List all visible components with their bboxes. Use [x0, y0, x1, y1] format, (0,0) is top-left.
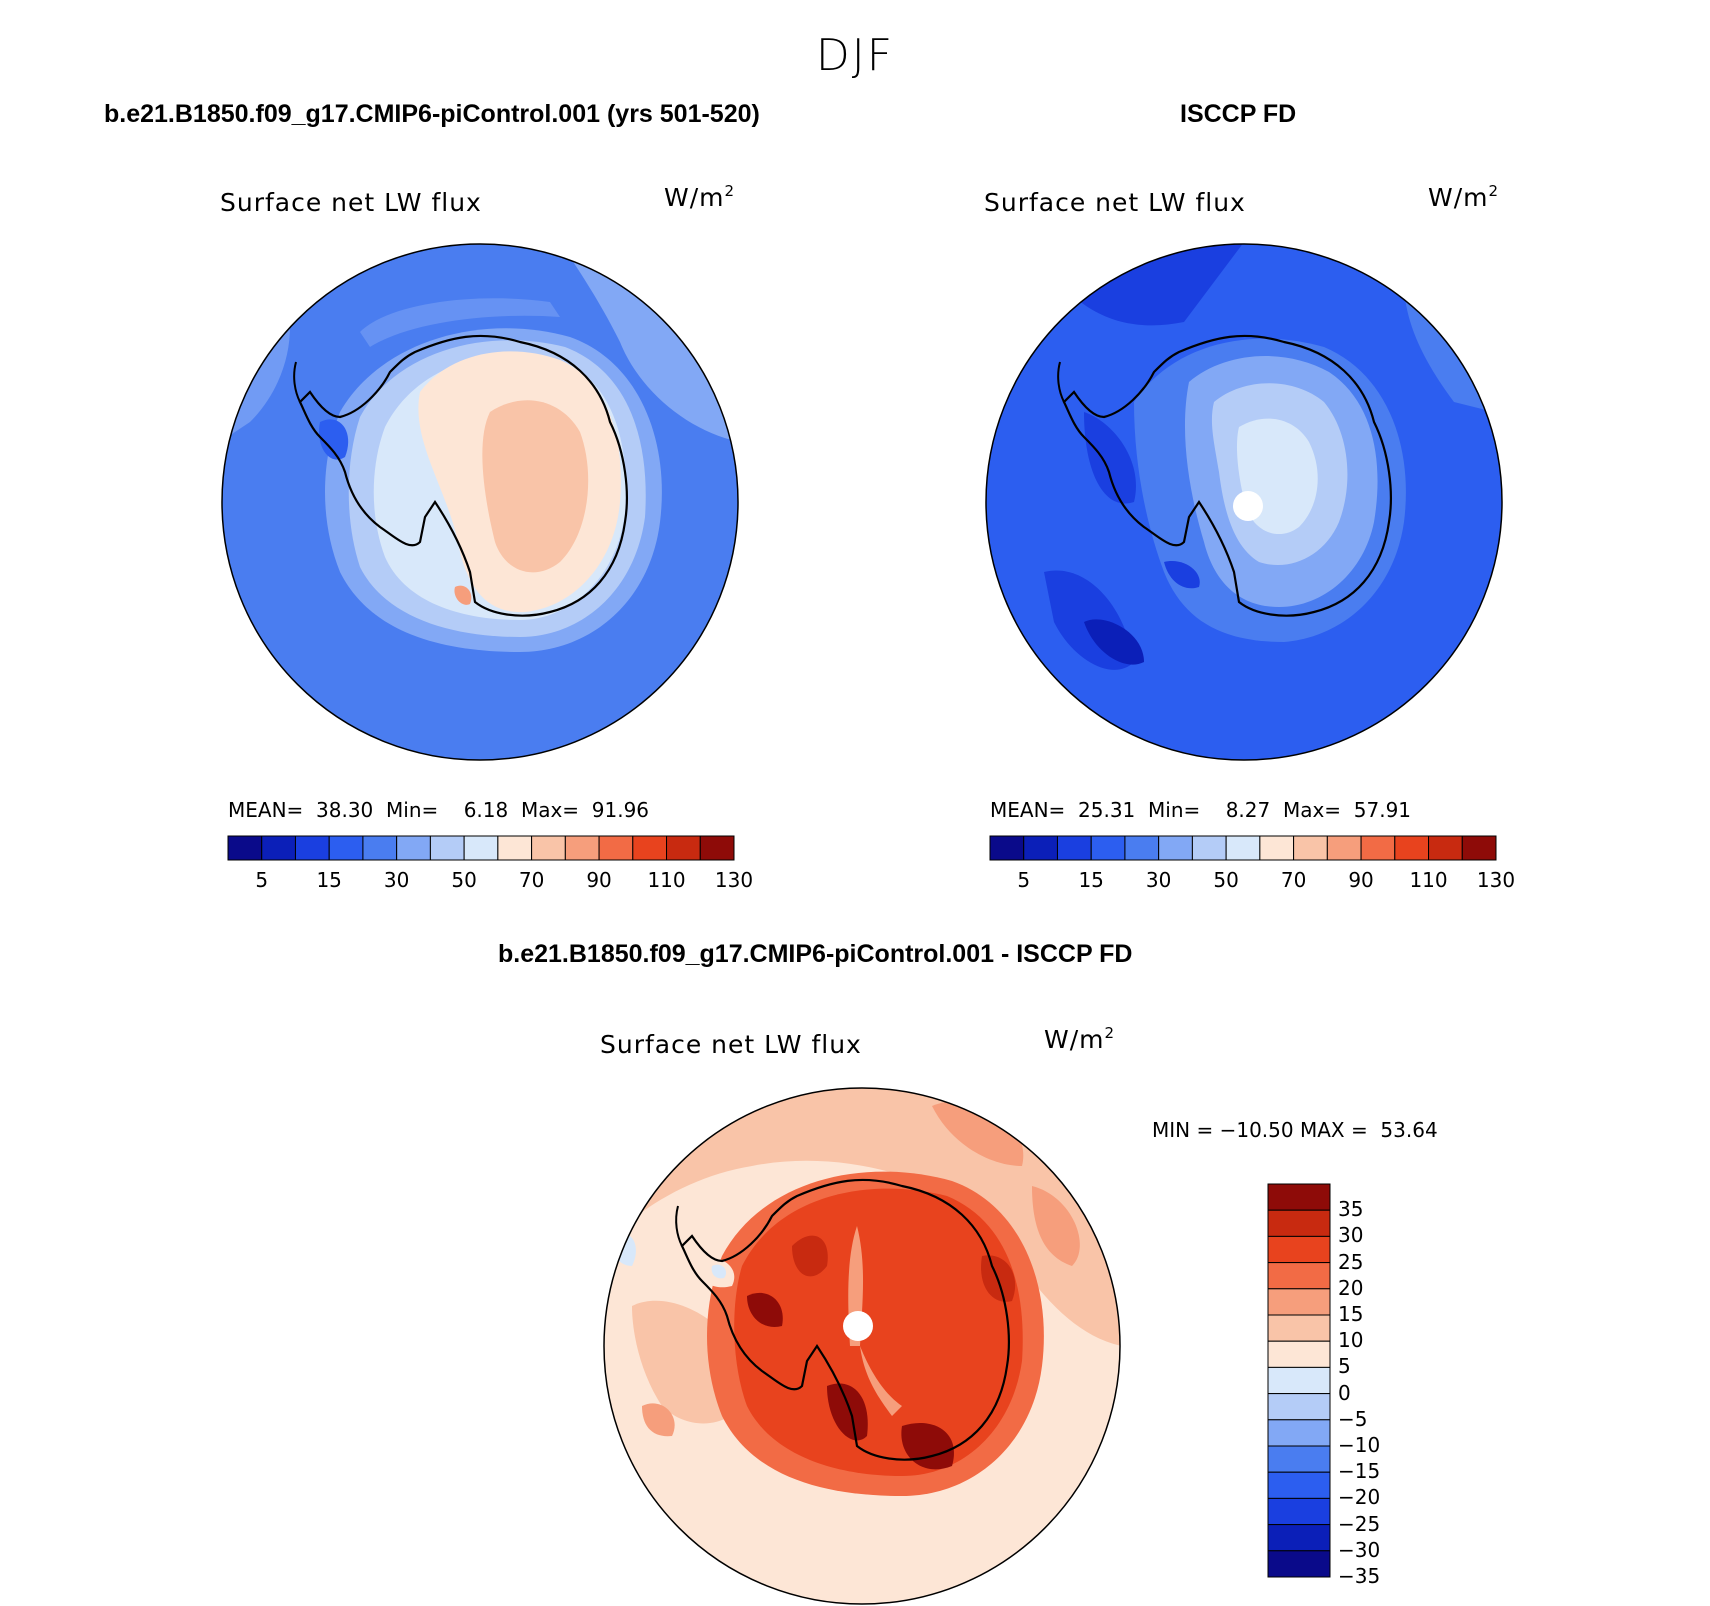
colorbar-tick-label: 25: [1338, 1249, 1364, 1274]
colorbar-tick-label: −35: [1338, 1564, 1381, 1588]
season-title: DJF: [815, 30, 895, 81]
colorbar-tick-label: 90: [1348, 868, 1374, 892]
colorbar-swatch: [1267, 1183, 1331, 1211]
obs-polar-map: [985, 243, 1503, 761]
diff-units: W/m2: [1044, 1024, 1116, 1054]
colorbar-swatch: [1293, 835, 1328, 861]
diff-case-title: b.e21.B1850.f09_g17.CMIP6-piControl.001 …: [498, 940, 1133, 968]
colorbar-swatch: [1360, 835, 1396, 861]
colorbar-tick-label: 50: [451, 868, 477, 892]
colorbar-swatch: [1267, 1419, 1331, 1447]
colorbar-tick-label: 15: [1078, 868, 1104, 892]
colorbar-tick-label: −5: [1338, 1406, 1368, 1431]
colorbar-swatch: [1267, 1393, 1331, 1421]
colorbar-tick-label: 50: [1213, 868, 1239, 892]
colorbar-tick-label: −10: [1338, 1433, 1381, 1457]
colorbar-tick-label: 110: [1409, 868, 1448, 892]
colorbar-swatch: [1267, 1550, 1331, 1578]
colorbar-swatch: [699, 835, 735, 861]
colorbar-swatch: [1267, 1262, 1331, 1290]
colorbar-swatch: [666, 835, 701, 861]
obs-case-title: ISCCP FD: [1180, 100, 1297, 128]
colorbar-tick-label: 130: [1476, 868, 1516, 892]
colorbar-swatch: [1394, 835, 1430, 861]
colorbar-swatch: [1023, 835, 1058, 861]
colorbar-swatch: [1267, 1209, 1331, 1237]
colorbar-swatch: [531, 835, 566, 861]
colorbar-tick-label: −30: [1338, 1537, 1381, 1562]
colorbar-swatch: [1267, 1366, 1331, 1395]
colorbar-swatch: [463, 835, 499, 861]
model-colorbar: [227, 835, 735, 861]
obs-stats: MEAN= 25.31 Min= 8.27 Max= 57.91: [990, 798, 1412, 822]
colorbar-swatch: [1158, 835, 1193, 861]
model-units: W/m2: [664, 182, 736, 212]
colorbar-tick-label: 130: [714, 868, 754, 892]
colorbar-swatch: [429, 835, 465, 861]
colorbar-swatch: [564, 835, 600, 861]
colorbar-swatch: [1428, 835, 1463, 861]
diff-colorbar-ticks: 35 30 25 20 15 10 5 0 −5 −10 −15 −20 −25 −30 −35: [1338, 1184, 1418, 1588]
colorbar-tick-label: 0: [1338, 1380, 1351, 1405]
colorbar-swatch: [1267, 1340, 1331, 1368]
colorbar-swatch: [1267, 1288, 1331, 1316]
colorbar-swatch: [497, 835, 533, 861]
colorbar-tick-label: −25: [1338, 1511, 1381, 1536]
obs-colorbar-ticks: 5 15 30 50 70 90 110 130: [990, 868, 1515, 896]
colorbar-swatch: [1225, 835, 1261, 861]
diff-stats: MIN = −10.50 MAX = 53.64: [1152, 1118, 1438, 1142]
colorbar-tick-label: 35: [1338, 1197, 1364, 1222]
colorbar-swatch: [1267, 1314, 1331, 1342]
colorbar-swatch: [1267, 1471, 1331, 1499]
colorbar-swatch: [1259, 835, 1295, 861]
obs-units: W/m2: [1428, 182, 1500, 212]
colorbar-swatch: [1326, 835, 1362, 861]
colorbar-tick-label: 30: [1145, 868, 1172, 892]
colorbar-tick-label: 30: [1338, 1223, 1364, 1248]
colorbar-tick-label: 15: [316, 868, 342, 892]
obs-variable-title: Surface net LW flux: [984, 188, 1246, 217]
model-stats: MEAN= 38.30 Min= 6.18 Max= 91.96: [228, 798, 650, 822]
diff-polar-map: [603, 1087, 1121, 1605]
colorbar-tick-label: −15: [1338, 1459, 1381, 1484]
colorbar-tick-label: 90: [586, 868, 612, 892]
colorbar-tick-label: 110: [647, 868, 686, 892]
obs-colorbar: [989, 835, 1497, 861]
model-case-title: b.e21.B1850.f09_g17.CMIP6-piControl.001 …: [104, 100, 760, 128]
diff-colorbar: [1267, 1183, 1331, 1578]
colorbar-swatch: [1090, 835, 1126, 861]
colorbar-tick-label: 30: [383, 868, 410, 892]
colorbar-swatch: [328, 835, 364, 861]
model-polar-map: [221, 243, 739, 761]
model-colorbar-ticks: 5 15 30 50 70 90 110 130: [228, 868, 753, 896]
colorbar-tick-label: −20: [1338, 1485, 1381, 1510]
colorbar-swatch: [227, 835, 263, 861]
colorbar-swatch: [632, 835, 668, 861]
colorbar-swatch: [989, 835, 1025, 861]
colorbar-swatch: [294, 835, 330, 861]
colorbar-swatch: [396, 835, 431, 861]
colorbar-tick-label: 70: [518, 868, 545, 892]
colorbar-swatch: [1267, 1497, 1331, 1526]
colorbar-swatch: [362, 835, 398, 861]
colorbar-swatch: [1191, 835, 1227, 861]
colorbar-tick-label: 10: [1338, 1328, 1364, 1353]
colorbar-tick-label: 15: [1338, 1302, 1364, 1326]
colorbar-swatch: [261, 835, 296, 861]
colorbar-tick-label: 20: [1338, 1275, 1364, 1300]
colorbar-swatch: [1267, 1445, 1331, 1473]
colorbar-swatch: [598, 835, 634, 861]
colorbar-swatch: [1124, 835, 1160, 861]
colorbar-swatch: [1461, 835, 1497, 861]
colorbar-swatch: [1267, 1235, 1331, 1264]
colorbar-tick-label: 5: [1338, 1354, 1351, 1379]
model-variable-title: Surface net LW flux: [220, 188, 482, 217]
colorbar-swatch: [1056, 835, 1092, 861]
colorbar-tick-label: 5: [1017, 868, 1031, 892]
diff-variable-title: Surface net LW flux: [600, 1030, 862, 1059]
colorbar-swatch: [1267, 1524, 1331, 1552]
colorbar-tick-label: 5: [255, 868, 269, 892]
colorbar-tick-label: 70: [1280, 868, 1307, 892]
